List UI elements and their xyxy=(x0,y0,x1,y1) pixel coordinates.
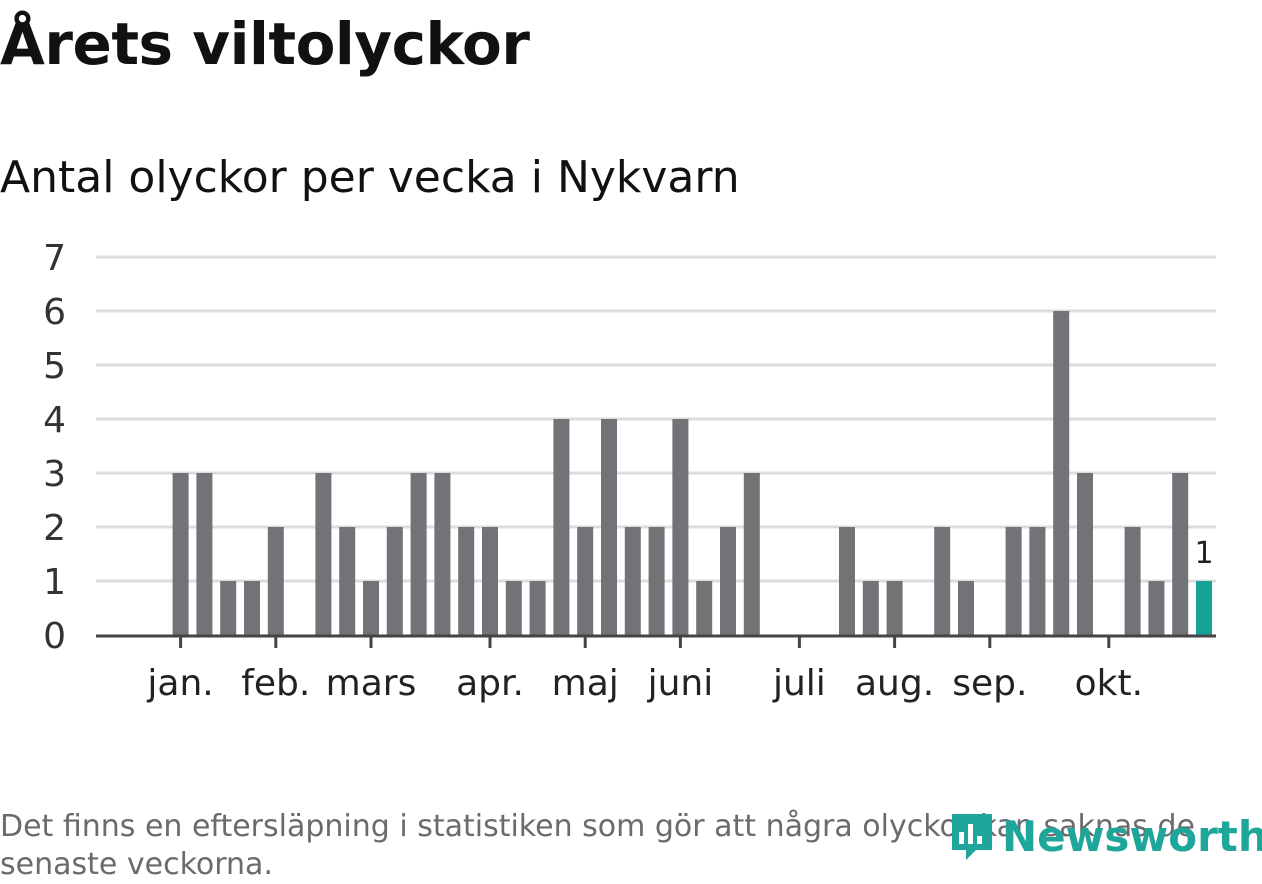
x-axis-ticks: jan. feb. mars apr. maj juni juli aug. sep. okt. xyxy=(146,635,1143,704)
bar-week-13 xyxy=(410,473,427,635)
newsworthy-logo-icon xyxy=(952,814,992,860)
bar-week-16 xyxy=(482,527,498,635)
y-tick-label: 3 xyxy=(43,454,66,495)
footnote: Det finns en eftersläpning i statistiken… xyxy=(0,809,1195,882)
y-axis-ticks: 0 1 2 3 4 5 6 7 xyxy=(43,238,66,657)
bar-week-44 xyxy=(1148,581,1165,635)
x-tick-label: aug. xyxy=(855,663,934,704)
x-tick-label: juli xyxy=(772,663,826,704)
bar-week-17 xyxy=(505,581,522,635)
y-tick-label: 1 xyxy=(43,562,66,603)
bar-week-27 xyxy=(743,473,760,635)
bar-week-19 xyxy=(553,419,570,635)
bar-week-39 xyxy=(1029,527,1046,635)
bar-week-38 xyxy=(1005,527,1022,635)
bar-week-4 xyxy=(196,473,213,635)
bar-week-20 xyxy=(577,527,594,635)
bar-week-23 xyxy=(648,527,665,635)
chart-subtitle: Antal olyckor per vecka i Nykvarn xyxy=(0,152,740,203)
y-tick-label: 6 xyxy=(43,292,66,333)
bar-week-3 xyxy=(172,473,189,635)
bar-week-15 xyxy=(458,527,475,635)
x-tick-label: feb. xyxy=(241,663,310,704)
y-tick-label: 4 xyxy=(43,400,66,441)
bar-week-26 xyxy=(720,527,736,635)
bar-week-10 xyxy=(339,527,356,635)
bar-week-33 xyxy=(886,581,903,635)
y-tick-label: 0 xyxy=(43,616,66,657)
x-tick-label: mars xyxy=(326,663,417,704)
bar-week-45 xyxy=(1172,473,1189,635)
bar-week-7 xyxy=(267,527,284,635)
bar-week-11 xyxy=(363,581,379,635)
bar-week-40 xyxy=(1053,311,1070,635)
x-tick-label: apr. xyxy=(456,663,524,704)
bar-week-24 xyxy=(672,419,689,635)
x-tick-label: sep. xyxy=(952,663,1027,704)
bar-week-41 xyxy=(1077,473,1093,635)
bar-week-31 xyxy=(839,527,855,635)
newsworthy-logo: Newsworthy xyxy=(948,808,1262,864)
x-tick-label: maj xyxy=(552,663,619,704)
y-tick-label: 5 xyxy=(43,346,66,387)
bars xyxy=(172,311,1212,635)
data-labels: 1 xyxy=(1194,536,1213,571)
data-label: 1 xyxy=(1194,536,1213,571)
weekly-accidents-bar-chart: 0 1 2 3 4 5 6 7 1 jan. feb. mars apr. maj juni juli au… xyxy=(43,238,1216,704)
bar-week-43 xyxy=(1124,527,1141,635)
bar-week-18 xyxy=(529,581,546,635)
bar-week-9 xyxy=(315,473,332,635)
bar-week-22 xyxy=(624,527,641,635)
bar-week-14 xyxy=(434,473,451,635)
y-tick-label: 2 xyxy=(43,508,66,549)
bar-week-25 xyxy=(696,581,713,635)
bar-week-6 xyxy=(244,581,260,635)
chart-title: Årets viltolyckor xyxy=(0,10,530,78)
bar-week-36 xyxy=(958,581,974,635)
x-tick-label: okt. xyxy=(1075,663,1143,704)
bar-week-12 xyxy=(386,527,403,635)
bar-week-35 xyxy=(934,527,951,635)
x-tick-label: jan. xyxy=(146,663,213,704)
bar-current-week xyxy=(1196,581,1212,635)
x-tick-label: juni xyxy=(647,663,714,704)
bar-week-5 xyxy=(220,581,237,635)
logo-text: Newsworthy xyxy=(1002,811,1262,861)
bar-week-32 xyxy=(862,581,879,635)
bar-week-21 xyxy=(601,419,617,635)
y-tick-label: 7 xyxy=(43,238,66,279)
